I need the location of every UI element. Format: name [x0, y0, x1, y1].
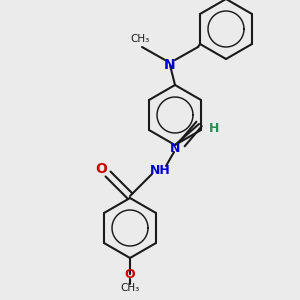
Text: CH₃: CH₃	[120, 283, 140, 293]
Text: O: O	[95, 162, 107, 176]
Text: O: O	[125, 268, 135, 281]
Text: H: H	[209, 122, 219, 136]
Text: CH₃: CH₃	[130, 34, 150, 44]
Text: N: N	[164, 58, 176, 72]
Text: NH: NH	[150, 164, 170, 176]
Text: N: N	[170, 142, 180, 154]
